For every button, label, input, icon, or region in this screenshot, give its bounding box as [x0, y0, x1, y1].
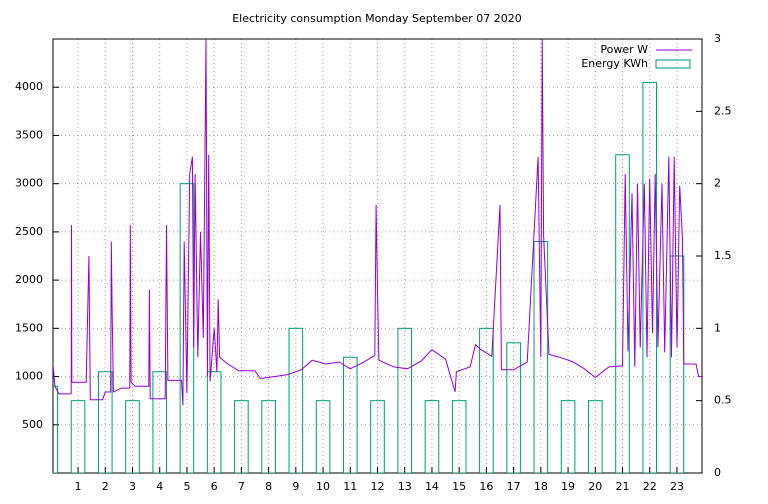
x-tick-label: 12 — [371, 480, 385, 493]
bar — [125, 400, 140, 473]
x-tick-label: 17 — [507, 480, 521, 493]
y-tick-label: 4000 — [15, 80, 43, 93]
x-tick-label: 10 — [316, 480, 330, 493]
legend-swatch — [655, 59, 691, 69]
y-tick-label: 3500 — [15, 128, 43, 141]
y2-tick-label: 3 — [714, 32, 721, 45]
y2-tick-label: 1 — [714, 321, 721, 334]
x-tick-label: 22 — [643, 480, 657, 493]
x-tick-label: 3 — [129, 480, 136, 493]
y-tick-label: 500 — [22, 418, 43, 431]
chart-title: Electricity consumption Monday September… — [232, 12, 522, 25]
y-tick-label: 1000 — [15, 370, 43, 383]
bar — [451, 400, 467, 473]
plot-area — [53, 39, 702, 473]
bar — [97, 371, 113, 473]
x-tick-label: 19 — [561, 480, 575, 493]
bar — [506, 342, 521, 473]
x-tick-label: 5 — [183, 480, 190, 493]
x-tick-label: 1 — [75, 480, 82, 493]
y-tick-label: 1500 — [15, 321, 43, 334]
y-tick-label: 2500 — [15, 225, 43, 238]
x-tick-label: 4 — [156, 480, 163, 493]
x-tick-label: 23 — [670, 480, 684, 493]
x-tick-label: 8 — [265, 480, 272, 493]
bar — [642, 81, 658, 473]
x-tick-label: 15 — [452, 480, 466, 493]
bar — [479, 327, 494, 473]
x-tick-label: 6 — [211, 480, 218, 493]
line — [53, 39, 702, 406]
x-tick-label: 21 — [616, 480, 630, 493]
x-tick-label: 9 — [292, 480, 299, 493]
bar — [560, 400, 576, 473]
bar — [70, 400, 86, 473]
bar — [587, 400, 603, 473]
bar — [424, 400, 440, 473]
bar — [370, 400, 385, 473]
bar — [261, 400, 276, 473]
bar — [397, 327, 413, 473]
y-tick-label: 2000 — [15, 273, 43, 286]
bar — [288, 327, 304, 473]
x-tick-label: 7 — [238, 480, 245, 493]
x-tick-label: 16 — [479, 480, 493, 493]
y2-tick-label: 1.5 — [714, 249, 732, 262]
x-tick-label: 20 — [588, 480, 602, 493]
y2-tick-label: 0 — [714, 466, 721, 479]
bar — [234, 400, 249, 473]
y2-tick-label: 0.5 — [714, 394, 732, 407]
legend-label: Power W — [600, 43, 648, 56]
y-tick-label: 3000 — [15, 177, 43, 190]
x-tick-label: 18 — [534, 480, 548, 493]
x-tick-label: 11 — [343, 480, 357, 493]
bar — [315, 400, 331, 473]
y2-tick-label: 2 — [714, 177, 721, 190]
bar — [53, 385, 59, 473]
x-tick-label: 14 — [425, 480, 439, 493]
x-tick-label: 13 — [398, 480, 412, 493]
y2-tick-label: 2.5 — [714, 104, 732, 117]
x-tick-label: 2 — [102, 480, 109, 493]
bar — [342, 356, 358, 473]
legend-label: Energy KWh — [581, 57, 648, 70]
bar — [152, 371, 168, 473]
bar — [206, 371, 222, 473]
